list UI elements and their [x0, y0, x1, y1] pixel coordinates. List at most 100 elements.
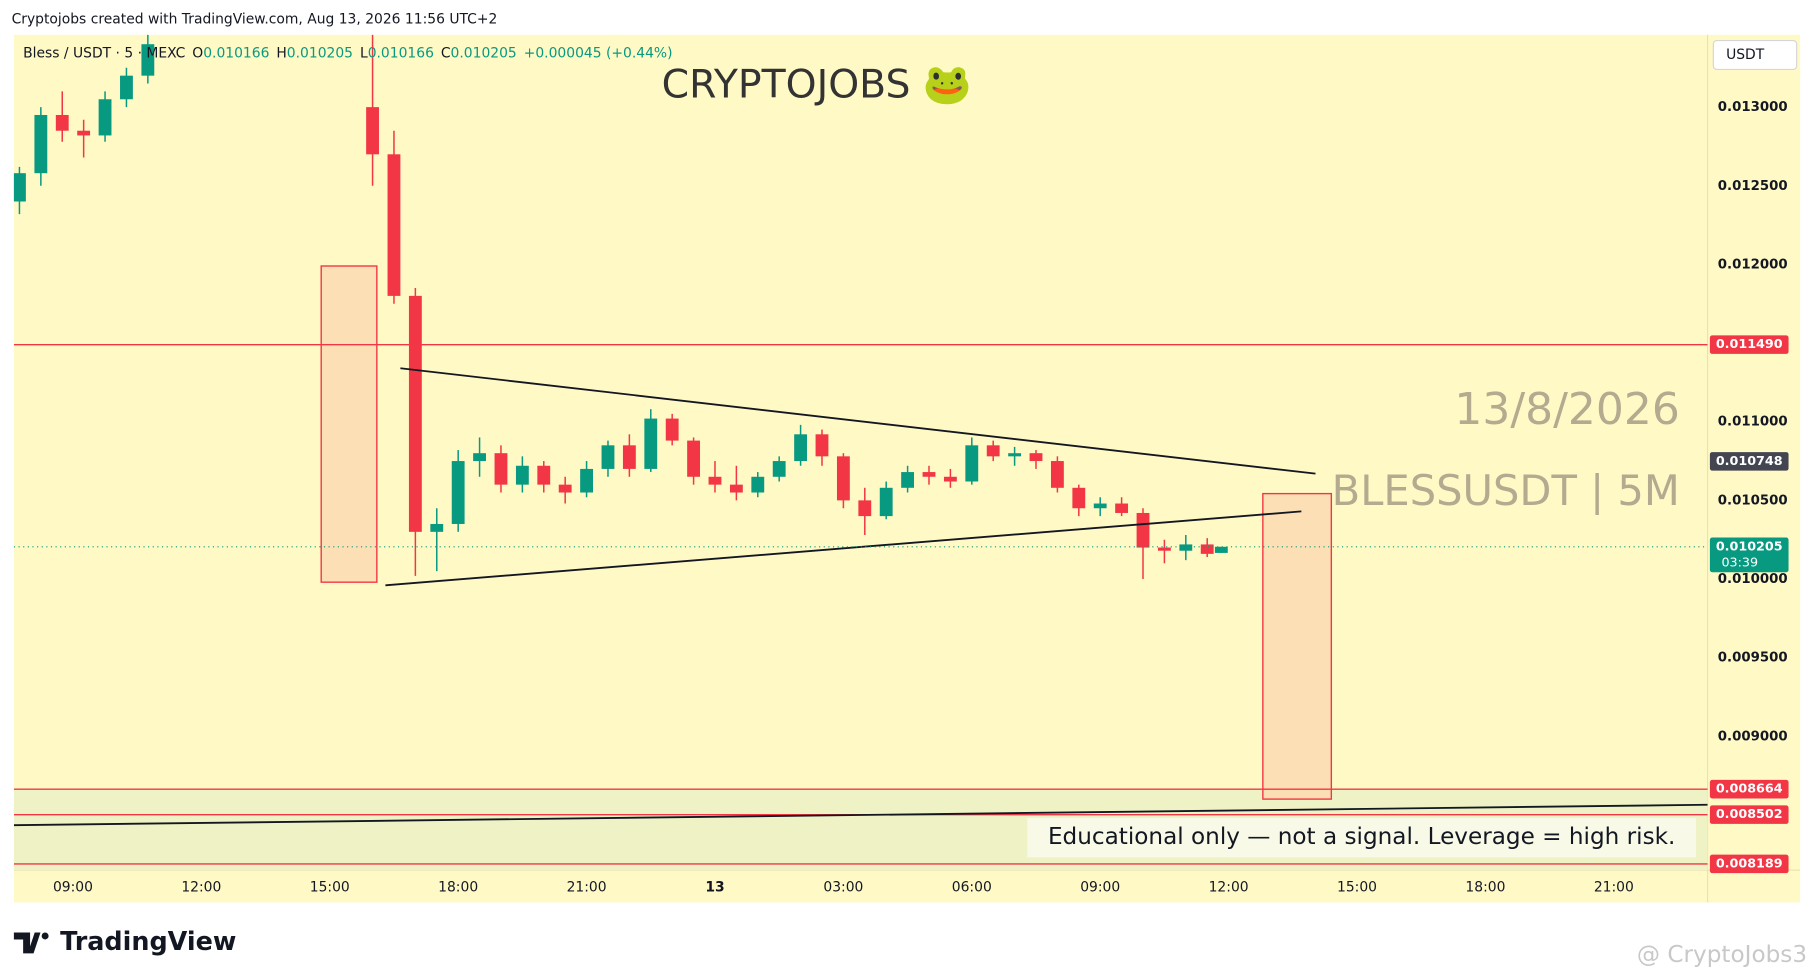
candle-body	[729, 484, 743, 493]
candle-body	[1214, 546, 1228, 553]
candle-body	[1200, 544, 1214, 554]
x-tick-label: 18:00	[1465, 879, 1505, 895]
candle-body	[1136, 512, 1150, 548]
candle-body	[1029, 453, 1043, 462]
candle-body	[751, 476, 765, 493]
trendline	[385, 510, 1302, 587]
x-tick-label: 09:00	[53, 879, 93, 895]
trendline	[400, 367, 1316, 475]
candle-body	[34, 114, 48, 174]
chart-title: CRYPTOJOBS 🐸	[662, 61, 972, 107]
y-tick-label: 0.011000	[1718, 415, 1788, 430]
y-tick-label: 0.013000	[1718, 100, 1788, 115]
last-price-box	[1709, 537, 1789, 573]
x-tick-label: 15:00	[310, 879, 350, 895]
legend-value: 0.010205	[451, 45, 517, 61]
legend-key: H	[276, 45, 286, 61]
logo-text: TradingView	[60, 927, 236, 957]
candle-body	[1179, 544, 1193, 551]
level-label: 0.008502	[1716, 806, 1783, 821]
candle-body	[141, 44, 155, 76]
currency-button[interactable]	[1712, 39, 1798, 71]
note: Educational only — not a signal. Leverag…	[1048, 824, 1675, 850]
countdown: 03:39	[1721, 554, 1758, 569]
candle-body	[515, 465, 529, 485]
level-label: 0.011490	[1716, 336, 1783, 351]
candle-body	[1157, 547, 1171, 551]
candle-body	[451, 461, 465, 524]
trend-price-label: 0.010748	[1716, 453, 1783, 468]
candle-body	[1072, 487, 1086, 509]
level-label-box	[1709, 805, 1789, 824]
candle-body	[13, 173, 26, 202]
candle-body	[622, 445, 636, 469]
annotation-date: 13/8/2026	[1454, 384, 1679, 435]
last-price-label: 0.010205	[1716, 538, 1783, 553]
x-tick-label: 21:00	[1594, 879, 1634, 895]
x-tick-label: 09:00	[1080, 879, 1120, 895]
candle-body	[879, 487, 893, 517]
legend-change: +0.000045 (+0.44%)	[524, 45, 673, 61]
legend-value: 0.010205	[287, 45, 353, 61]
candle-body	[1093, 503, 1107, 509]
currency[interactable]: USDT	[1726, 47, 1765, 63]
candle-body	[430, 523, 444, 532]
x-tick-label: 03:00	[823, 879, 863, 895]
watermark: @ CryptoJobs3	[1637, 942, 1807, 968]
level-label: 0.008189	[1716, 855, 1783, 870]
y-tick-label: 0.012500	[1718, 179, 1788, 194]
y-tick-label: 0.012000	[1718, 257, 1788, 272]
candle-body	[815, 434, 829, 457]
candle-body	[408, 295, 422, 532]
candle-body	[1115, 503, 1129, 513]
candle-body	[580, 468, 593, 493]
zone	[320, 265, 378, 583]
candle-body	[98, 99, 112, 136]
candle-body	[558, 484, 572, 493]
trend-price-box	[1709, 452, 1789, 471]
legend-key: O	[192, 45, 203, 61]
header: Cryptojobs created with TradingView.com,…	[12, 12, 498, 28]
candle-body	[55, 114, 69, 131]
candle-body	[120, 75, 133, 100]
candle-body	[836, 456, 850, 501]
x-tick-label: 15:00	[1337, 879, 1377, 895]
candle-body	[366, 107, 379, 155]
y-tick-label: 0.010500	[1718, 493, 1788, 508]
x-tick-label: 13	[705, 879, 724, 895]
candle-body	[986, 445, 1000, 457]
y-tick-label: 0.010000	[1718, 572, 1788, 587]
candle-body	[1008, 453, 1022, 457]
candle-body	[708, 476, 722, 485]
plot-area	[13, 34, 1708, 871]
candle-body	[665, 418, 679, 441]
annotation-symbol: BLESSUSDT | 5M	[1332, 466, 1680, 515]
note-box	[1027, 817, 1696, 858]
legend-key: L	[360, 45, 368, 61]
candle-body	[965, 445, 979, 482]
symbol: Bless / USDT · 5 · MEXC	[23, 45, 185, 61]
x-tick-label: 06:00	[952, 879, 992, 895]
trendline	[13, 803, 1708, 827]
candle-body	[601, 445, 615, 469]
candle-body	[943, 476, 957, 482]
candle-body	[537, 465, 551, 485]
candle-body	[494, 453, 508, 485]
candle-body	[772, 461, 786, 477]
candle-body	[387, 154, 401, 296]
level-label-box	[1709, 779, 1789, 799]
legend-key: C	[441, 45, 451, 61]
x-tick-label: 12:00	[1209, 879, 1249, 895]
candle-body	[1050, 461, 1064, 488]
candle-body	[901, 472, 915, 488]
candle-body	[77, 130, 91, 136]
legend-value: 0.010166	[203, 45, 269, 61]
candle-body	[687, 440, 701, 477]
zone	[1262, 492, 1333, 800]
level-label: 0.008664	[1716, 781, 1783, 796]
x-tick-label: 18:00	[438, 879, 478, 895]
x-tick-label: 12:00	[181, 879, 221, 895]
legend: Bless / USDT · 5 · MEXC O0.010166 H0.01020…	[23, 45, 672, 61]
level-label-box	[1709, 335, 1789, 354]
